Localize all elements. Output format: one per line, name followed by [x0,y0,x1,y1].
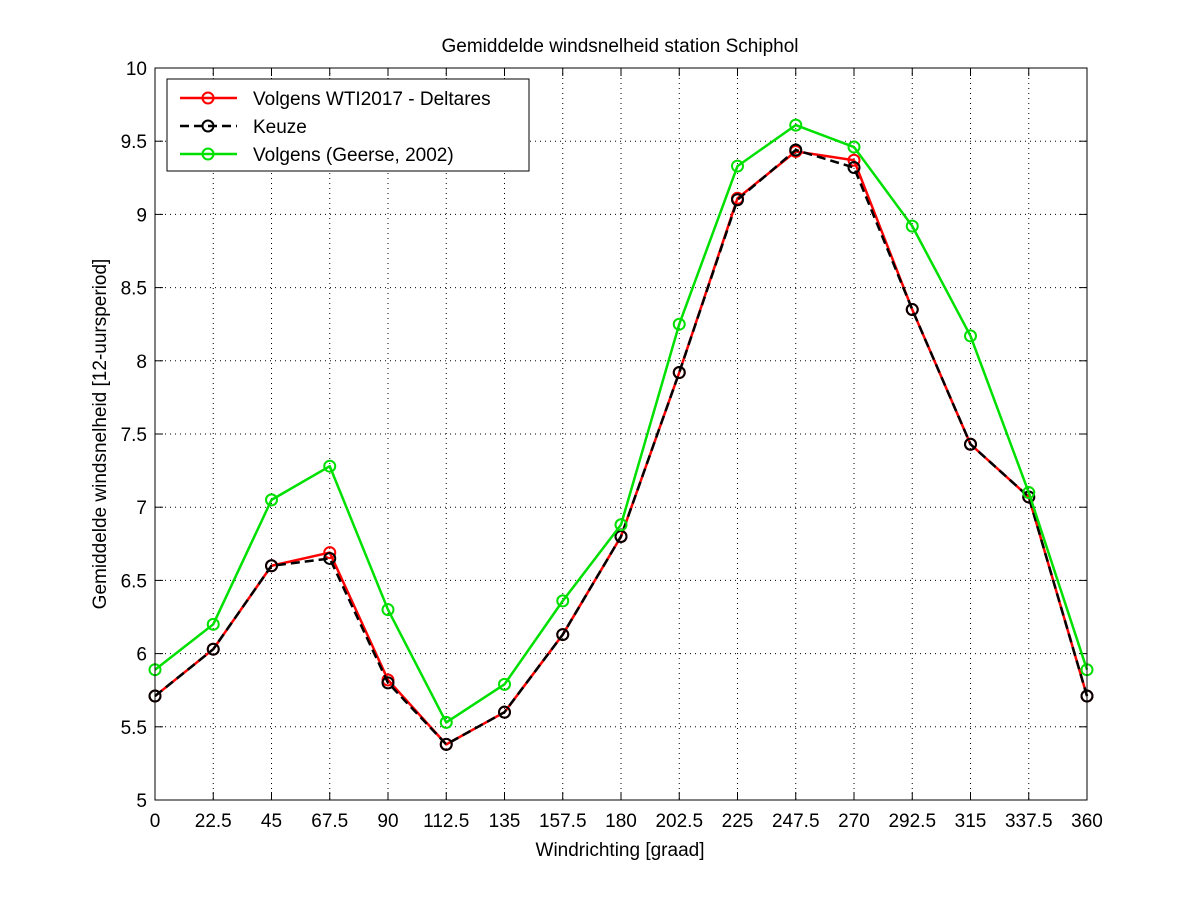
y-tick-label: 8.5 [121,279,147,300]
series-line [154,148,1089,746]
data-point [847,140,861,154]
y-tick-labels: 5 5.5 6 6.5 7 7.5 8 8.5 9 9.5 10 [121,59,147,812]
data-point [323,546,337,560]
y-tick-label: 5 [136,791,147,812]
data-point [498,705,511,719]
plot-frame [154,67,1088,801]
y-tick-label: 10 [126,59,147,80]
data-point [614,518,628,532]
x-tick-label: 0 [150,811,161,832]
x-tick-labels: 0 22.5 45 67.5 90 112.5 135 157.5 180 202.5 225 247… [150,811,1103,832]
data-point [672,366,686,380]
data-point [381,603,395,617]
x-tick-label: 315 [955,811,987,832]
plot-title: Gemiddelde windsnelheid station Schiphol [441,36,798,57]
legend-label: Volgens (Geerse, 2002) [253,145,454,166]
y-tick-label: 7 [136,498,147,519]
grid-lines [155,68,1087,800]
legend-marker [201,91,215,105]
x-tick-label: 202.5 [655,811,703,832]
data-point [1022,486,1036,500]
data-point [964,329,977,343]
y-tick-label: 9 [136,205,147,226]
data-point [265,493,278,507]
data-point [498,677,511,691]
x-axis-title: Windrichting [graad] [536,840,705,861]
x-tick-label: 337.5 [1005,811,1053,832]
y-tick-label: 5.5 [121,718,147,739]
x-tick-label: 270 [838,811,870,832]
data-point [789,143,803,157]
data-point [265,559,278,573]
data-point [672,317,686,331]
series-line [154,123,1089,724]
data-point [556,594,570,608]
y-tick-label: 7.5 [121,425,147,446]
y-tick-label: 8 [136,352,147,373]
y-tick-label: 6.5 [121,571,147,592]
x-tick-label: 67.5 [311,811,348,832]
x-tick-label: 157.5 [539,811,587,832]
data-point [847,161,861,175]
data-point [964,437,977,451]
data-point [731,159,744,173]
x-tick-label: 22.5 [195,811,232,832]
x-tick-label: 135 [489,811,521,832]
data-point [323,551,337,565]
y-axis-title: Gemiddelde windsnelheid [12-uursperiod] [90,259,111,610]
legend-marker [201,147,215,161]
x-tick-label: 225 [722,811,754,832]
data-point [439,715,453,729]
data-point [731,193,744,207]
data-point [789,118,803,132]
y-tick-label: 9.5 [121,132,147,153]
data-point [556,628,570,642]
data-point [905,219,919,233]
series-layer [148,118,1094,751]
data-point [206,642,220,656]
legend-label: Volgens WTI2017 - Deltares [253,89,491,110]
data-point [381,676,395,690]
data-point [905,303,919,317]
x-tick-label: 180 [605,811,637,832]
legend-label: Keuze [253,117,307,138]
x-tick-label: 90 [377,811,398,832]
data-point [323,459,337,473]
legend-marker [201,119,215,133]
data-point [847,153,861,167]
x-tick-label: 360 [1071,811,1103,832]
y-tick-label: 6 [136,645,147,666]
x-tick-label: 292.5 [888,811,936,832]
x-tick-label: 45 [261,811,282,832]
data-point [206,617,220,631]
x-tick-label: 112.5 [423,811,469,832]
data-point [439,737,453,751]
legend: Volgens WTI2017 - Deltares Keuze Volgens (… [166,78,530,172]
x-tick-label: 247.5 [772,811,820,832]
